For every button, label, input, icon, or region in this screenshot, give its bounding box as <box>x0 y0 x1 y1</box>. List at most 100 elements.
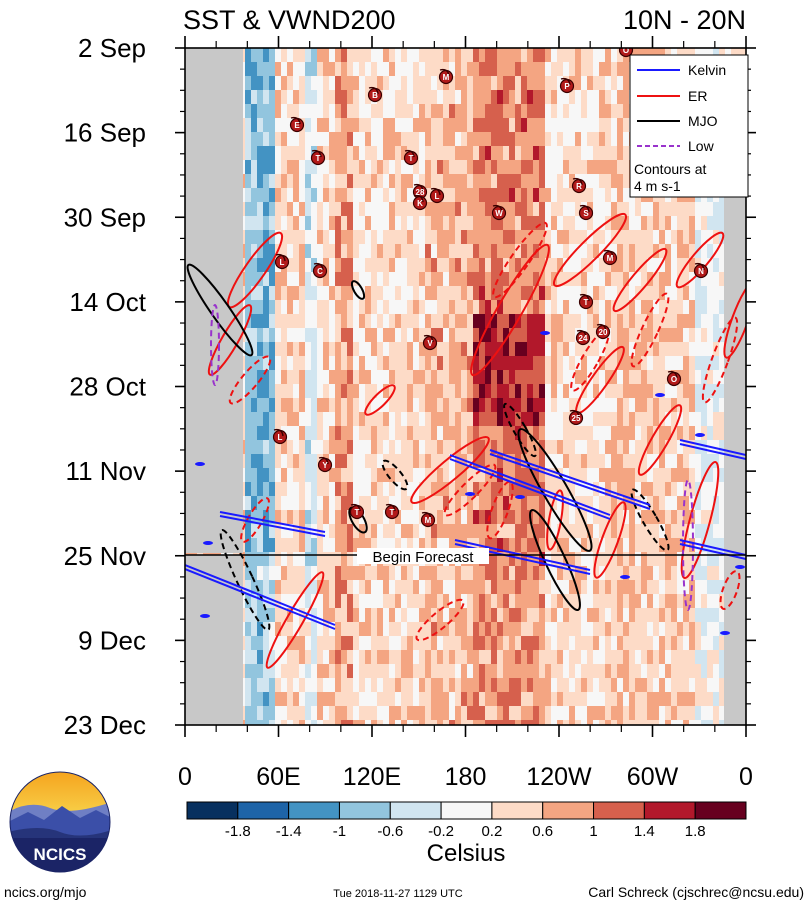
sst-cell <box>383 566 390 581</box>
sst-cell <box>353 720 360 725</box>
sst-cell <box>695 608 702 623</box>
sst-cell <box>647 720 654 725</box>
sst-cell <box>347 636 354 651</box>
sst-cell <box>473 510 480 525</box>
sst-cell <box>569 552 576 567</box>
sst-cell <box>257 104 264 119</box>
sst-cell <box>305 650 312 665</box>
sst-cell <box>569 258 576 273</box>
sst-cell <box>533 482 540 497</box>
sst-cell <box>401 342 408 357</box>
sst-cell <box>701 664 708 679</box>
sst-cell <box>593 104 600 119</box>
sst-cell <box>497 160 504 175</box>
sst-cell <box>539 496 546 511</box>
ncics-logo: NCICS <box>9 771 111 873</box>
sst-cell <box>665 244 672 259</box>
sst-cell <box>527 132 534 147</box>
sst-cell <box>269 328 276 343</box>
sst-cell <box>545 174 552 189</box>
sst-cell <box>677 356 684 371</box>
sst-cell <box>533 62 540 77</box>
sst-cell <box>311 188 318 203</box>
sst-cell <box>557 650 564 665</box>
sst-cell <box>503 566 510 581</box>
sst-cell <box>551 622 558 637</box>
storm-marker: P <box>559 77 575 94</box>
sst-cell <box>551 412 558 427</box>
sst-cell <box>257 678 264 693</box>
sst-cell <box>575 720 582 725</box>
sst-cell <box>539 202 546 217</box>
sst-cell <box>359 286 366 301</box>
sst-cell <box>257 720 264 725</box>
sst-cell <box>377 398 384 413</box>
sst-cell <box>611 538 618 553</box>
sst-cell <box>485 496 492 511</box>
sst-cell <box>479 272 486 287</box>
sst-cell <box>653 706 660 721</box>
sst-cell <box>533 328 540 343</box>
sst-cell <box>479 706 486 721</box>
sst-cell <box>677 286 684 301</box>
sst-cell <box>371 566 378 581</box>
sst-cell <box>647 650 654 665</box>
sst-cell <box>425 426 432 441</box>
sst-cell <box>275 300 282 315</box>
sst-cell <box>335 510 342 525</box>
sst-cell <box>659 650 666 665</box>
sst-cell <box>539 370 546 385</box>
sst-cell <box>437 160 444 175</box>
sst-cell <box>395 594 402 609</box>
sst-cell <box>677 202 684 217</box>
sst-cell <box>557 706 564 721</box>
sst-cell <box>311 48 318 63</box>
sst-cell <box>635 566 642 581</box>
sst-cell <box>425 650 432 665</box>
sst-cell <box>431 300 438 315</box>
sst-cell <box>407 594 414 609</box>
sst-cell <box>455 384 462 399</box>
sst-cell <box>293 440 300 455</box>
sst-cell <box>545 664 552 679</box>
sst-cell <box>341 342 348 357</box>
sst-cell <box>689 706 696 721</box>
sst-cell <box>581 272 588 287</box>
sst-cell <box>467 342 474 357</box>
sst-cell <box>539 216 546 231</box>
sst-cell <box>557 636 564 651</box>
sst-cell <box>485 398 492 413</box>
sst-cell <box>425 244 432 259</box>
sst-cell <box>419 692 426 707</box>
sst-cell <box>401 398 408 413</box>
sst-cell <box>551 482 558 497</box>
sst-cell <box>611 454 618 469</box>
sst-cell <box>269 692 276 707</box>
sst-cell <box>347 608 354 623</box>
storm-marker: Y <box>317 456 333 473</box>
sst-cell <box>605 314 612 329</box>
sst-cell <box>599 412 606 427</box>
sst-cell <box>251 664 258 679</box>
sst-cell <box>251 258 258 273</box>
sst-cell <box>395 188 402 203</box>
sst-cell <box>497 62 504 77</box>
sst-cell <box>605 384 612 399</box>
sst-cell <box>623 174 630 189</box>
sst-cell <box>599 286 606 301</box>
sst-cell <box>449 258 456 273</box>
sst-cell <box>431 426 438 441</box>
sst-cell <box>317 384 324 399</box>
sst-cell <box>635 384 642 399</box>
sst-cell <box>389 440 396 455</box>
sst-cell <box>443 62 450 77</box>
sst-cell <box>461 650 468 665</box>
sst-cell <box>665 482 672 497</box>
sst-cell <box>629 678 636 693</box>
sst-cell <box>347 370 354 385</box>
sst-cell <box>695 594 702 609</box>
storm-arm <box>404 149 415 158</box>
sst-cell <box>575 132 582 147</box>
sst-cell <box>287 76 294 91</box>
sst-cell <box>461 48 468 63</box>
